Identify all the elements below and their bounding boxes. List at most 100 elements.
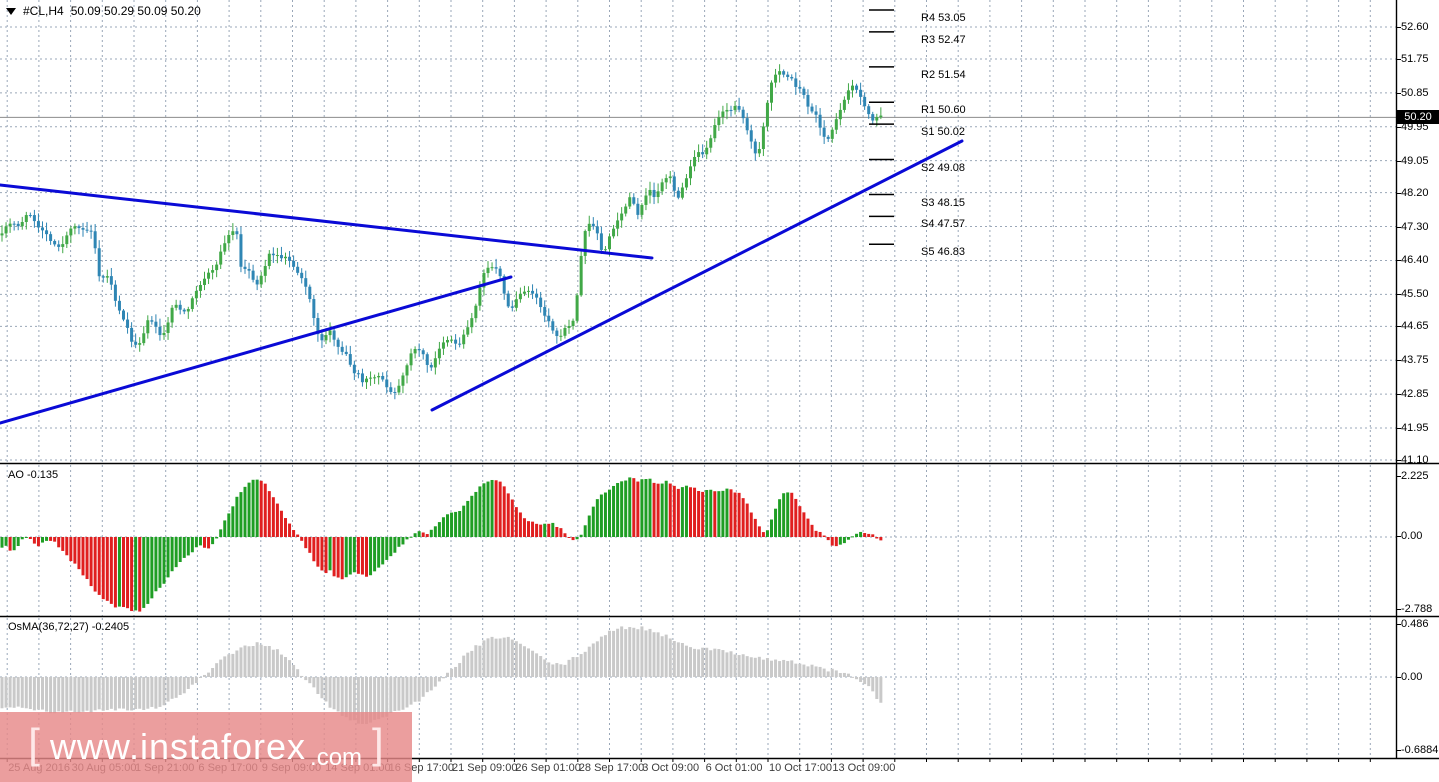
candle-body bbox=[389, 387, 393, 393]
osma-bar bbox=[28, 677, 32, 710]
ao-bar bbox=[729, 489, 733, 537]
candle-body bbox=[312, 299, 316, 319]
candle-body bbox=[624, 206, 628, 214]
ao-bar bbox=[65, 537, 69, 556]
osma-bar bbox=[680, 643, 684, 677]
osma-bar bbox=[57, 677, 61, 712]
candle-body bbox=[680, 187, 684, 198]
ao-bar bbox=[514, 507, 518, 537]
osma-bar bbox=[599, 636, 603, 677]
symbol-dropdown-icon[interactable] bbox=[6, 7, 16, 15]
osma-bar bbox=[518, 643, 522, 677]
ao-bar bbox=[527, 521, 530, 537]
candle-body bbox=[790, 76, 794, 79]
osma-bar bbox=[709, 650, 713, 677]
osma-bar bbox=[486, 638, 490, 677]
osma-bar bbox=[563, 664, 567, 677]
candle-body bbox=[441, 342, 445, 349]
osma-bar bbox=[405, 677, 409, 708]
candle-body bbox=[0, 233, 4, 236]
osma-bar bbox=[369, 677, 373, 723]
candle-body bbox=[539, 297, 543, 308]
candle-body bbox=[753, 141, 757, 154]
osma-bar bbox=[652, 632, 656, 677]
candle-body bbox=[292, 260, 296, 267]
candle-body bbox=[417, 349, 421, 351]
osma-bar bbox=[397, 677, 401, 711]
descending-trendline[interactable] bbox=[0, 183, 654, 260]
ao-bar bbox=[401, 537, 405, 545]
osma-axis-label: 0.00 bbox=[1401, 671, 1423, 683]
ao-bar bbox=[486, 481, 490, 537]
osma-bar bbox=[757, 656, 761, 677]
candle-body bbox=[510, 306, 514, 308]
ao-bar bbox=[761, 532, 765, 537]
osma-bar bbox=[211, 668, 215, 677]
ascending-trendline-2[interactable] bbox=[430, 139, 964, 412]
osma-bar bbox=[583, 651, 587, 677]
ao-bar bbox=[328, 537, 332, 571]
osma-bar bbox=[312, 677, 316, 688]
osma-bar bbox=[543, 659, 547, 677]
osma-bar bbox=[693, 648, 697, 677]
candle-body bbox=[158, 326, 162, 336]
candle-body bbox=[498, 268, 502, 277]
candle-body bbox=[518, 293, 522, 300]
candle-body bbox=[215, 264, 219, 271]
candle-body bbox=[89, 230, 93, 232]
osma-bar bbox=[579, 654, 583, 677]
candle-body bbox=[684, 178, 688, 188]
candle-body bbox=[591, 223, 595, 227]
ao-bar bbox=[369, 537, 373, 576]
osma-bar bbox=[158, 677, 162, 707]
candle-body bbox=[871, 114, 875, 121]
price-tick-label: 41.10 bbox=[1401, 454, 1429, 466]
osma-bar bbox=[721, 650, 725, 677]
candle-body bbox=[235, 231, 239, 235]
osma-bar bbox=[247, 646, 251, 677]
ao-bar bbox=[644, 479, 648, 537]
candle-body bbox=[381, 375, 385, 380]
osma-bar bbox=[130, 677, 134, 711]
ao-bar bbox=[227, 513, 231, 537]
osma-bar bbox=[790, 660, 794, 677]
osma-bar bbox=[559, 664, 563, 677]
ao-bar bbox=[668, 483, 672, 537]
ao-bar bbox=[462, 505, 466, 537]
osma-bar bbox=[466, 652, 470, 677]
ao-bar bbox=[97, 537, 101, 595]
ao-bar bbox=[518, 512, 522, 537]
osma-bar bbox=[531, 650, 535, 677]
ao-bar bbox=[122, 537, 125, 608]
candle-body bbox=[531, 290, 535, 294]
candle-body bbox=[729, 109, 733, 111]
ao-bar bbox=[676, 488, 680, 537]
osma-bar bbox=[49, 677, 53, 714]
osma-bar bbox=[381, 677, 385, 718]
candle-body bbox=[421, 350, 425, 355]
candle-body bbox=[527, 290, 530, 292]
axis-tick bbox=[1396, 260, 1401, 262]
axis-tick bbox=[1396, 536, 1401, 537]
ao-bar bbox=[620, 481, 624, 537]
osma-bar bbox=[377, 677, 381, 720]
ascending-trendline-1[interactable] bbox=[0, 275, 513, 425]
osma-bar bbox=[595, 641, 599, 677]
candle-body bbox=[130, 327, 134, 342]
ao-bar bbox=[12, 537, 16, 551]
axis-tick bbox=[1396, 27, 1401, 28]
ao-bar bbox=[8, 537, 12, 551]
osma-bar bbox=[186, 677, 190, 689]
candle-body bbox=[332, 330, 336, 340]
candle-body bbox=[126, 319, 130, 328]
osma-bar bbox=[506, 636, 510, 677]
ao-bar bbox=[352, 537, 356, 573]
ao-bar bbox=[543, 523, 547, 537]
candle-body bbox=[770, 82, 773, 103]
candle-body bbox=[247, 268, 251, 271]
ao-bar bbox=[474, 491, 478, 537]
osma-bar bbox=[867, 677, 871, 687]
osma-bar bbox=[373, 677, 377, 720]
osma-bar bbox=[413, 677, 417, 702]
